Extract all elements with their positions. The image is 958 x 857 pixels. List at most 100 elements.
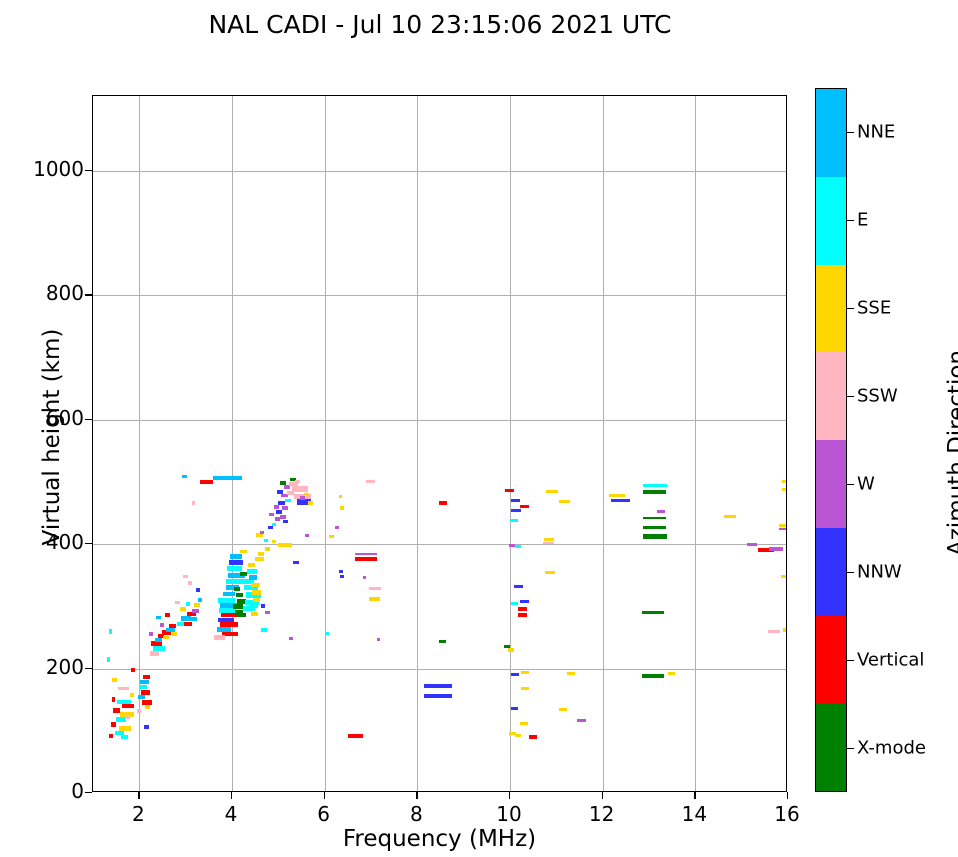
- x-axis-tick-label: 16: [774, 802, 800, 826]
- y-axis-tick: [85, 418, 92, 420]
- echo-mark: [503, 644, 510, 648]
- echo-mark: [780, 574, 786, 578]
- x-axis-tick: [787, 792, 789, 799]
- echo-mark: [141, 689, 151, 695]
- echo-mark: [240, 549, 247, 554]
- echo-mark: [521, 686, 529, 690]
- x-axis-tick-label: 4: [224, 802, 238, 826]
- echo-mark: [641, 610, 664, 615]
- echo-mark: [505, 488, 514, 493]
- echo-mark: [183, 621, 193, 626]
- echo-mark: [438, 501, 447, 505]
- echo-mark: [324, 632, 330, 636]
- echo-mark: [783, 628, 786, 632]
- echo-mark: [340, 506, 345, 510]
- colorbar-segment-w: [816, 440, 846, 528]
- echo-mark: [305, 533, 309, 537]
- gridline-vertical: [232, 96, 233, 791]
- echo-mark: [518, 613, 527, 617]
- echo-mark: [609, 493, 625, 498]
- echo-mark: [219, 607, 236, 613]
- echo-mark: [250, 582, 260, 588]
- echo-mark: [242, 578, 255, 584]
- echo-mark: [230, 554, 243, 559]
- colorbar-label-x-mode: X-mode: [857, 737, 926, 759]
- echo-mark: [521, 670, 529, 674]
- echo-mark: [112, 677, 118, 682]
- echo-mark: [253, 598, 260, 602]
- echo-mark: [282, 520, 288, 524]
- y-axis-tick-label: 600: [45, 405, 84, 430]
- echo-mark: [168, 624, 177, 629]
- echo-mark: [139, 685, 147, 690]
- echo-mark: [247, 563, 256, 568]
- colorbar-segment-ssw: [816, 352, 846, 440]
- echo-mark: [518, 606, 527, 611]
- colorbar-label-ssw: SSW: [857, 385, 898, 407]
- echo-mark: [125, 715, 131, 719]
- echo-mark: [136, 708, 142, 713]
- colorbar-label-e: E: [857, 209, 869, 231]
- colorbar-label-w: W: [857, 473, 875, 495]
- y-axis-tick: [85, 543, 92, 545]
- echo-mark: [643, 516, 666, 519]
- echo-mark: [222, 591, 235, 597]
- echo-mark: [140, 680, 149, 685]
- echo-mark: [508, 647, 514, 652]
- echo-mark: [611, 498, 630, 503]
- echo-mark: [265, 547, 270, 551]
- echo-mark: [106, 656, 110, 662]
- echo-mark: [218, 597, 235, 603]
- echo-mark: [180, 606, 186, 611]
- echo-mark: [197, 598, 203, 602]
- echo-mark: [278, 543, 293, 548]
- echo-mark: [376, 638, 381, 642]
- echo-mark: [163, 635, 169, 640]
- echo-mark: [116, 717, 127, 722]
- echo-mark: [307, 501, 313, 505]
- echo-mark: [219, 622, 238, 628]
- echo-mark: [189, 616, 197, 621]
- azimuth-colorbar: [815, 88, 847, 792]
- x-axis-tick-label: 6: [317, 802, 331, 826]
- echo-mark: [243, 606, 256, 612]
- x-axis-tick-label: 14: [681, 802, 708, 826]
- echo-mark: [423, 683, 452, 689]
- x-axis-tick: [694, 792, 696, 799]
- echo-mark: [194, 603, 200, 607]
- echo-mark: [213, 476, 243, 480]
- page-title: NAL CADI - Jul 10 23:15:06 2021 UTC: [208, 10, 672, 39]
- echo-mark: [109, 628, 112, 634]
- echo-mark: [758, 548, 775, 553]
- colorbar-tick: [847, 660, 854, 662]
- echo-mark: [226, 578, 243, 584]
- echo-mark: [228, 572, 245, 578]
- x-axis-tick-label: 12: [588, 802, 615, 826]
- echo-mark: [153, 646, 166, 652]
- echo-mark: [249, 604, 258, 609]
- colorbar-segment-nnw: [816, 527, 846, 616]
- gridline-vertical: [139, 96, 141, 791]
- echo-mark: [514, 545, 522, 549]
- echo-mark: [668, 671, 675, 676]
- echo-mark: [110, 722, 117, 728]
- echo-mark: [192, 609, 199, 614]
- echo-mark: [510, 673, 520, 677]
- echo-mark: [338, 495, 343, 499]
- gridline-vertical: [324, 96, 326, 791]
- echo-mark: [217, 627, 232, 633]
- echo-mark: [218, 617, 234, 623]
- y-axis-tick-label: 400: [45, 530, 84, 555]
- echo-mark: [259, 531, 265, 535]
- echo-mark: [143, 675, 150, 680]
- colorbar-tick: [847, 484, 854, 486]
- echo-mark: [528, 735, 537, 739]
- echo-mark: [263, 538, 269, 542]
- echo-mark: [286, 491, 295, 495]
- colorbar-tick: [847, 748, 854, 750]
- echo-mark: [159, 623, 165, 627]
- echo-mark: [514, 734, 522, 738]
- echo-mark: [423, 694, 452, 698]
- gridline-horizontal: [93, 170, 786, 172]
- echo-mark: [576, 719, 586, 723]
